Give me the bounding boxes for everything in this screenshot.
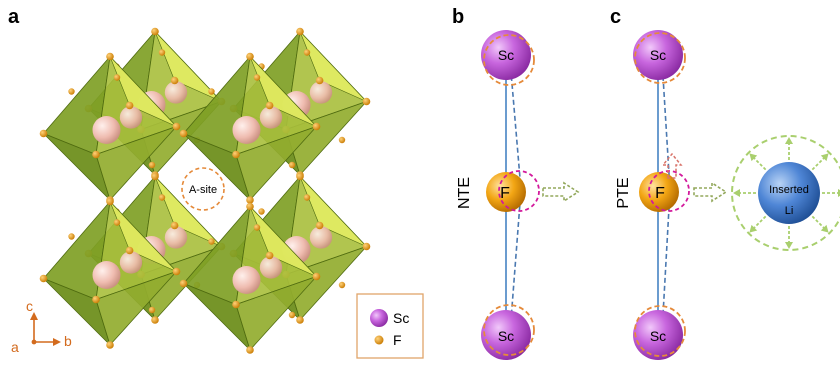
legend-f-swatch [374,335,384,345]
pte-label: PTE [615,177,632,208]
panel-b: b Sc F Sc NTE [452,6,580,360]
panel-b-letter: b [452,6,464,28]
panel-a-letter: a [8,6,20,28]
panel-c-letter: c [610,6,621,28]
a-site-label: A-site [189,184,217,196]
sc-bottom-label-c: Sc [650,328,666,344]
li-expansion-arrows [733,137,840,249]
axis-indicator: c a b [11,298,72,355]
sc-atom-bottom-c: Sc [633,305,686,360]
axis-a-label: a [11,339,19,355]
a-site-marker: A-site [181,167,225,211]
legend-f-label: F [393,332,402,348]
panel-c: c Sc F Sc PTE Inserted Li [610,6,840,360]
sc-atom-top: Sc [481,30,535,86]
bond-dashed-upper [509,59,522,191]
sc-atom-bottom: Sc [481,304,535,360]
octahedron-top-right [179,52,321,204]
octahedron-bottom-left [39,197,181,349]
sc-bottom-label: Sc [498,328,514,344]
up-arrow-c [661,152,683,179]
panel-a: a A-site c a b Sc F [8,6,424,359]
octahedra-framework [39,27,371,354]
bond-dashed-upper-c [661,59,671,191]
f-atom-c: F [639,152,690,212]
legend-box: Sc F [356,293,424,359]
axis-c-label: c [26,298,33,314]
axis-b-label: b [64,333,72,349]
displacement-arrow-b [542,181,580,203]
inserted-li-label-1: Inserted [769,184,809,196]
displacement-arrow-c [693,181,728,203]
f-atom: F [486,170,540,212]
inserted-li-atom: Inserted Li [731,135,840,251]
legend-sc-swatch [370,309,388,327]
sc-top-label-c: Sc [650,47,666,63]
f-label: F [500,185,510,202]
sc-atom-top-c: Sc [633,30,686,84]
nte-label: NTE [456,177,473,209]
inserted-li-label-2: Li [785,205,794,217]
sc-top-label: Sc [498,47,514,63]
octahedron-bottom-right [179,202,321,354]
legend-sc-label: Sc [393,310,409,326]
octahedron-top-left [39,52,181,204]
f-label-c: F [655,185,665,202]
